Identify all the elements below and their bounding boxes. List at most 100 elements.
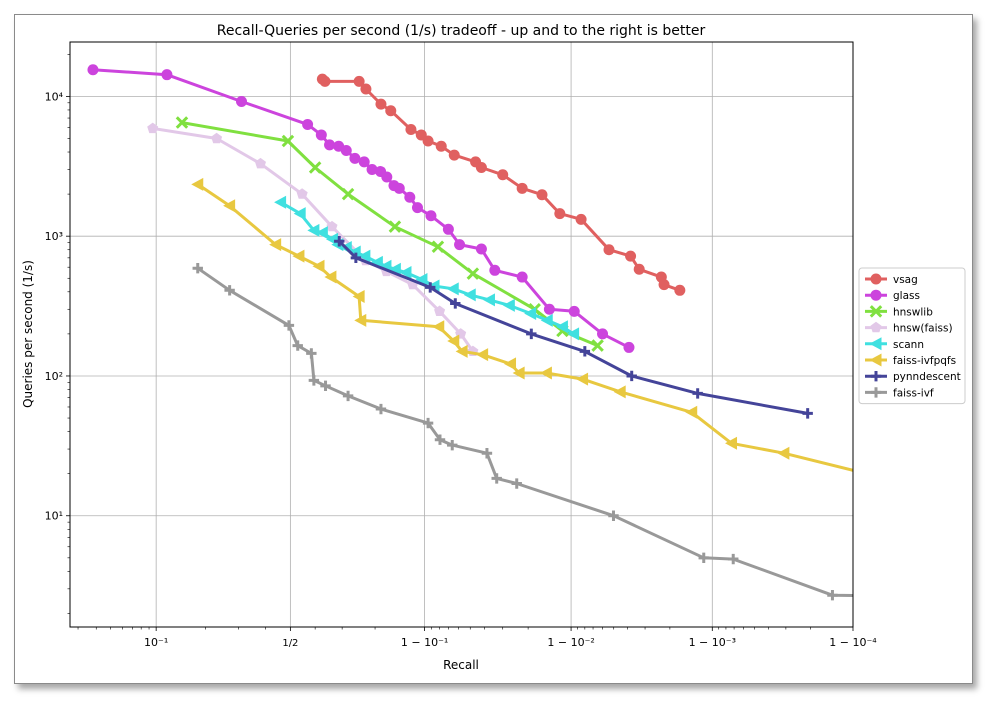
glass-point	[340, 145, 352, 157]
hnsw(faiss)-point	[211, 132, 223, 144]
faiss-ivfpqfs-point	[191, 177, 204, 191]
faiss-ivf-point	[511, 478, 522, 489]
glass-point	[366, 163, 378, 175]
faiss-ivf-point	[422, 417, 434, 429]
faiss-ivf-point	[491, 473, 502, 484]
vsag-point	[625, 250, 637, 262]
legend-entry: pynndescent	[865, 371, 961, 383]
faiss-ivfpqfs-point	[352, 290, 365, 304]
series-layer	[87, 64, 872, 601]
x-tick-label: 1/2	[282, 638, 298, 649]
legend-hnsw(faiss)-point	[870, 321, 882, 333]
faiss-ivfpqfs-point	[613, 385, 626, 399]
vsag-point	[603, 244, 615, 256]
plot-area	[69, 41, 854, 628]
hnsw(faiss)-point	[434, 305, 446, 316]
y-tick-label: 10⁴	[45, 90, 64, 103]
faiss-ivf-point	[342, 390, 354, 402]
pynndescent-point	[626, 370, 637, 382]
pynndescent-point	[526, 328, 537, 340]
x-tick-label: 1 − 10⁻³	[689, 636, 736, 649]
vsag-point	[475, 161, 487, 173]
y-axis-label: Queries per second (1/s)	[21, 260, 35, 408]
faiss-ivf-point	[608, 510, 619, 521]
hnswlib-point	[431, 240, 445, 254]
faiss-ivfpqfs-point	[860, 467, 872, 480]
series-glass	[87, 64, 635, 353]
pynndescent-point	[802, 408, 813, 419]
hnsw(faiss)-point	[147, 122, 159, 134]
faiss-ivfpqfs-point	[685, 405, 698, 419]
vsag-point	[405, 123, 417, 135]
glass-point	[349, 152, 361, 164]
scann-point	[388, 262, 401, 276]
hnswlib-point	[281, 134, 295, 148]
vsag-point	[448, 149, 460, 161]
faiss-ivf-point	[292, 340, 303, 351]
faiss-ivf-point	[481, 448, 493, 459]
glass-point	[543, 303, 555, 315]
glass-point	[475, 243, 487, 255]
x-axis-label: Recall	[443, 658, 479, 672]
faiss-ivfpqfs-point	[354, 313, 367, 327]
x-axis: 10⁻¹ 1/2 1 − 10⁻¹ 1 − 10⁻² 1 − 10⁻³ 1 − 10⁻⁴	[77, 627, 877, 649]
hnsw(faiss)-point	[255, 157, 266, 169]
glass-point	[87, 64, 99, 76]
legend-label: hnswlib	[893, 306, 933, 318]
pynndescent-point	[425, 282, 436, 293]
pynndescent-point	[579, 346, 591, 357]
legend-entry: scann	[865, 337, 924, 351]
faiss-ivfpqfs-point	[223, 199, 236, 213]
scann-point	[293, 207, 306, 221]
vsag-point	[658, 279, 670, 291]
figure-frame	[14, 14, 973, 684]
scann-point	[307, 223, 320, 237]
y-tick-label: 10³	[45, 230, 63, 243]
legend-box	[858, 267, 966, 405]
hnswlib-point	[466, 267, 480, 280]
scann-point	[315, 226, 328, 240]
chart-title: Recall-Queries per second (1/s) tradeoff…	[217, 23, 706, 39]
vsag-point	[516, 182, 528, 194]
legend-vsag-point	[870, 273, 882, 285]
x-tick-label: 10⁻¹	[144, 636, 168, 649]
glass-point	[489, 264, 501, 276]
faiss-ivf-point	[827, 590, 838, 601]
vsag-point	[353, 75, 365, 87]
legend-label: faiss-ivf	[893, 387, 934, 399]
legend-label: vsag	[893, 274, 918, 286]
pynndescent-point	[692, 388, 703, 399]
faiss-ivf-point	[224, 285, 235, 296]
scann-point	[524, 306, 537, 320]
series-vsag	[316, 73, 686, 296]
glass-point	[315, 129, 327, 141]
x-tick-label: 1 − 10⁻²	[547, 636, 594, 649]
glass-point	[568, 305, 580, 317]
legend-label: faiss-ivfpqfs	[893, 355, 956, 367]
x-tick-label: 1 − 10⁻⁴	[829, 636, 877, 649]
legend-entry: hnsw(faiss)	[865, 321, 953, 335]
legend-label: hnsw(faiss)	[893, 323, 953, 335]
scann-point	[370, 255, 383, 269]
scann-point	[348, 245, 361, 259]
hnswlib-point	[388, 220, 402, 233]
faiss-ivf-point	[306, 348, 317, 359]
faiss-ivfpqfs-point	[455, 344, 468, 358]
vsag-point	[435, 140, 447, 152]
vsag-point	[385, 105, 397, 117]
legend-entry: faiss-ivf	[865, 387, 934, 399]
legend-faiss-ivfpqfs-point	[869, 353, 882, 367]
pynndescent-point	[334, 236, 345, 247]
glass-point	[623, 341, 635, 353]
scann-point	[399, 265, 412, 279]
legend-entry: faiss-ivfpqfs	[865, 353, 956, 367]
glass-point	[236, 95, 248, 107]
glass-point	[358, 156, 370, 168]
faiss-ivf-point	[698, 552, 709, 564]
faiss-ivf-point	[308, 375, 320, 386]
scann-point	[274, 195, 287, 209]
glass-point	[425, 210, 437, 222]
hnsw(faiss)-point	[296, 188, 308, 199]
vsag-point	[554, 208, 566, 220]
legend-scann-point	[869, 337, 882, 351]
